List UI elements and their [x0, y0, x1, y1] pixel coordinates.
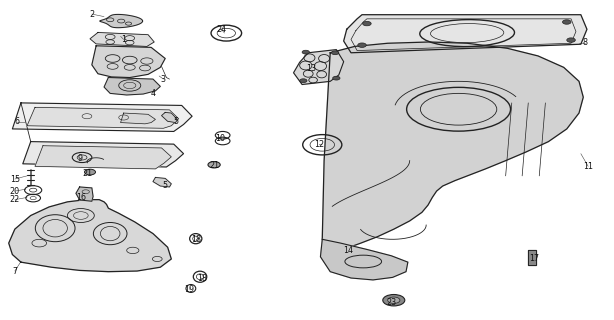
Text: 23: 23	[386, 298, 397, 307]
Text: 7: 7	[12, 267, 17, 276]
Polygon shape	[27, 107, 179, 128]
Text: 4: 4	[150, 89, 155, 98]
Circle shape	[85, 169, 96, 175]
Circle shape	[383, 294, 405, 306]
Text: 20: 20	[10, 187, 20, 196]
Polygon shape	[344, 15, 587, 53]
Text: 9: 9	[77, 154, 82, 163]
Polygon shape	[76, 187, 93, 201]
Text: 1: 1	[121, 35, 126, 44]
Polygon shape	[104, 77, 160, 95]
Text: 19: 19	[185, 285, 195, 294]
Text: 16: 16	[76, 193, 86, 202]
Circle shape	[333, 76, 340, 80]
Text: 3: 3	[161, 75, 166, 84]
Polygon shape	[35, 146, 171, 169]
Text: 12: 12	[314, 140, 324, 149]
Circle shape	[300, 79, 307, 83]
Polygon shape	[120, 113, 155, 124]
Text: 14: 14	[344, 246, 354, 255]
Text: 22: 22	[10, 195, 20, 204]
Circle shape	[358, 43, 367, 47]
Polygon shape	[153, 178, 171, 187]
Circle shape	[332, 51, 339, 55]
Text: 18: 18	[191, 236, 201, 244]
Text: 5: 5	[173, 117, 178, 126]
Circle shape	[302, 50, 309, 54]
Circle shape	[562, 20, 571, 24]
Text: 18: 18	[197, 275, 207, 284]
Polygon shape	[322, 42, 583, 250]
Polygon shape	[90, 32, 154, 46]
Polygon shape	[23, 142, 184, 167]
Circle shape	[567, 38, 575, 42]
Polygon shape	[528, 251, 536, 265]
Polygon shape	[161, 112, 177, 123]
Text: 21: 21	[209, 161, 219, 170]
Polygon shape	[12, 103, 192, 132]
Text: 15: 15	[10, 174, 20, 184]
Circle shape	[387, 297, 400, 303]
Polygon shape	[92, 46, 165, 77]
Text: 10: 10	[215, 134, 225, 143]
Polygon shape	[293, 50, 344, 84]
Circle shape	[363, 21, 371, 26]
Text: 13: 13	[306, 63, 316, 73]
Polygon shape	[100, 14, 142, 28]
Circle shape	[208, 162, 220, 168]
Text: 2: 2	[89, 10, 95, 19]
Text: 6: 6	[14, 117, 19, 126]
Text: 21: 21	[82, 169, 92, 178]
Polygon shape	[9, 200, 171, 272]
Text: 17: 17	[529, 254, 540, 263]
Polygon shape	[321, 239, 408, 280]
Text: 11: 11	[583, 162, 593, 171]
Text: 8: 8	[583, 38, 588, 47]
Text: 5: 5	[163, 181, 168, 190]
Text: 24: 24	[216, 25, 227, 34]
